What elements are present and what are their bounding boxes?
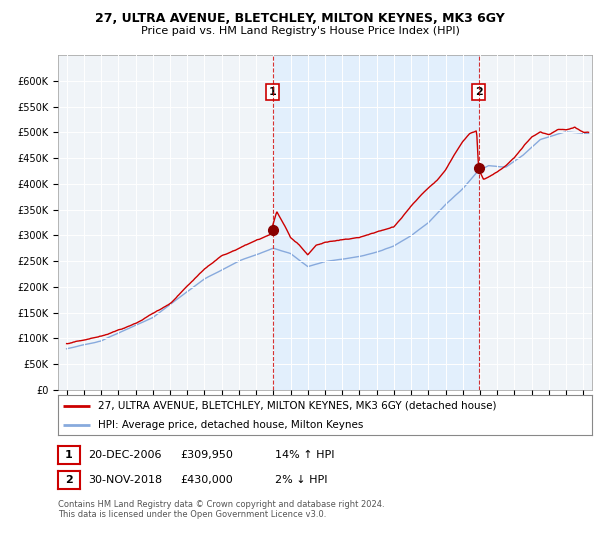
- Text: 2% ↓ HPI: 2% ↓ HPI: [275, 475, 328, 485]
- Text: 30-NOV-2018: 30-NOV-2018: [88, 475, 162, 485]
- Text: 27, ULTRA AVENUE, BLETCHLEY, MILTON KEYNES, MK3 6GY: 27, ULTRA AVENUE, BLETCHLEY, MILTON KEYN…: [95, 12, 505, 25]
- Text: 27, ULTRA AVENUE, BLETCHLEY, MILTON KEYNES, MK3 6GY (detached house): 27, ULTRA AVENUE, BLETCHLEY, MILTON KEYN…: [98, 401, 497, 411]
- Text: 1: 1: [65, 450, 73, 460]
- Polygon shape: [273, 55, 479, 390]
- Text: 1: 1: [269, 87, 277, 97]
- Text: HPI: Average price, detached house, Milton Keynes: HPI: Average price, detached house, Milt…: [98, 420, 364, 430]
- Text: £430,000: £430,000: [180, 475, 233, 485]
- Text: 14% ↑ HPI: 14% ↑ HPI: [275, 450, 335, 460]
- Text: Contains HM Land Registry data © Crown copyright and database right 2024.
This d: Contains HM Land Registry data © Crown c…: [58, 500, 385, 520]
- Text: 2: 2: [65, 475, 73, 485]
- Text: 2: 2: [475, 87, 482, 97]
- Text: Price paid vs. HM Land Registry's House Price Index (HPI): Price paid vs. HM Land Registry's House …: [140, 26, 460, 36]
- Text: £309,950: £309,950: [180, 450, 233, 460]
- Text: 20-DEC-2006: 20-DEC-2006: [88, 450, 161, 460]
